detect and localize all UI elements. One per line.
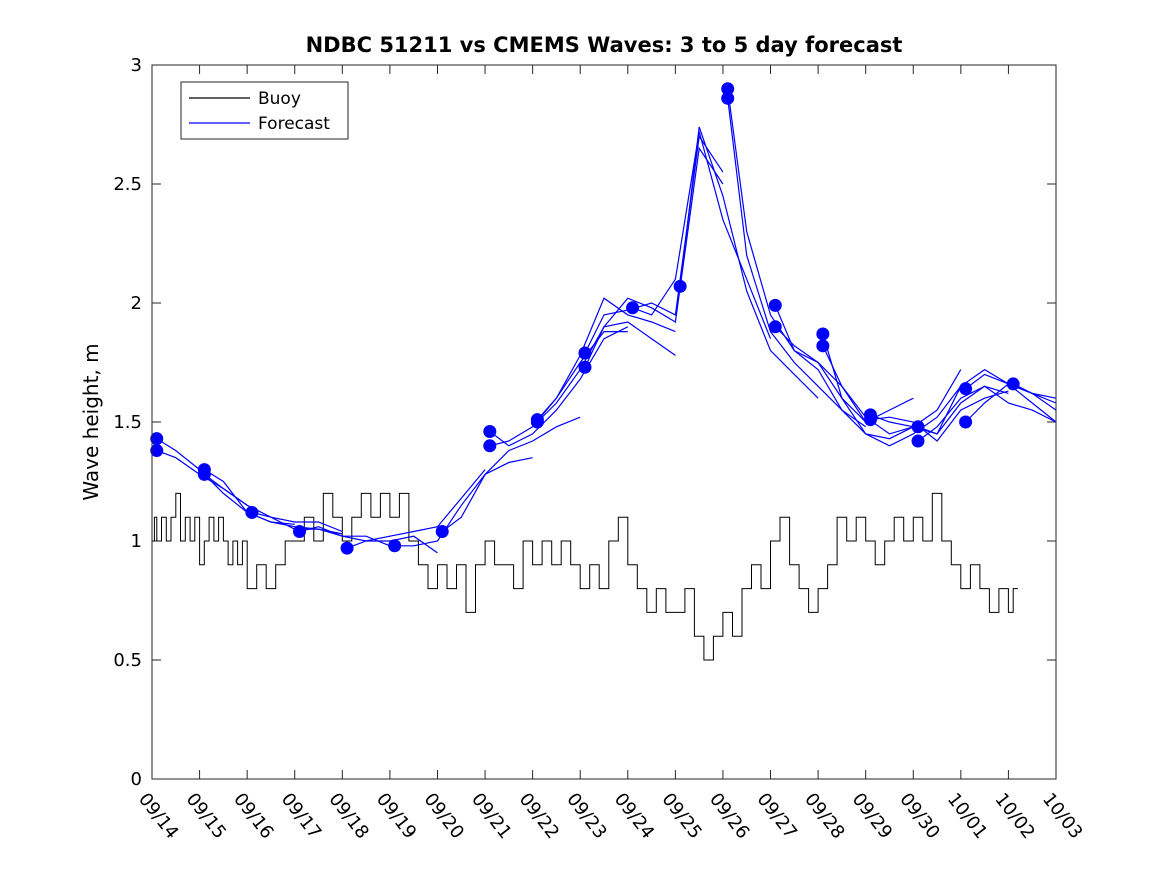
legend-label-forecast: Forecast [258, 114, 330, 134]
forecast-marker [863, 413, 877, 427]
y-tick-label: 0 [131, 769, 142, 790]
legend-label-buoy: Buoy [258, 89, 301, 109]
forecast-marker [578, 346, 592, 360]
plot-frame [151, 64, 1057, 780]
plot-area [152, 65, 1056, 779]
buoy-series [152, 492, 1018, 661]
forecast-line [774, 305, 914, 440]
forecast-marker [721, 91, 735, 105]
forecast-line [584, 134, 724, 354]
y-axis-label: Wave height, m [79, 343, 103, 500]
y-tick-label: 1 [131, 531, 142, 552]
y-tick-label: 2 [131, 293, 142, 314]
forecast-marker [245, 505, 259, 519]
forecast-line [489, 326, 629, 447]
forecast-marker [578, 360, 592, 374]
y-tick-label: 0.5 [113, 650, 142, 671]
legend-box [180, 81, 349, 140]
forecast-line [822, 345, 962, 435]
forecast-marker [388, 539, 402, 553]
forecast-series [156, 88, 1057, 554]
y-tick-label: 1.5 [113, 412, 142, 433]
forecast-line [251, 511, 391, 547]
y-tick-label: 2.5 [113, 174, 142, 195]
forecast-line [536, 297, 676, 420]
forecast-marker [150, 432, 164, 446]
forecast-marker [911, 434, 925, 448]
forecast-marker [911, 420, 925, 434]
forecast-marker [959, 415, 973, 429]
forecast-marker [768, 320, 782, 334]
forecast-line [679, 126, 819, 399]
forecast-marker [816, 327, 830, 341]
forecast-line [346, 469, 486, 549]
forecast-marker [626, 301, 640, 315]
forecast-marker [673, 279, 687, 293]
forecast-marker [483, 439, 497, 453]
forecast-markers [150, 82, 1020, 555]
forecast-marker [768, 298, 782, 312]
forecast-marker [816, 339, 830, 353]
buoy-line [152, 492, 1018, 661]
y-tick-label: 3 [131, 55, 142, 76]
forecast-line [870, 390, 1009, 442]
forecast-line [917, 385, 1057, 442]
forecast-line [1012, 383, 1057, 411]
chart-title: NDBC 51211 vs CMEMS Waves: 3 to 5 day fo… [306, 33, 903, 57]
forecast-marker [435, 524, 449, 538]
forecast-line [394, 457, 533, 547]
forecast-marker [340, 541, 354, 555]
forecast-marker [1006, 377, 1020, 391]
forecast-line [822, 333, 962, 447]
forecast-marker [197, 467, 211, 481]
forecast-marker [292, 524, 306, 538]
forecast-marker [530, 415, 544, 429]
forecast-line [584, 146, 724, 368]
forecast-line [441, 416, 581, 532]
forecast-marker [721, 82, 735, 96]
legend: Buoy Forecast [180, 81, 349, 140]
forecast-marker [483, 425, 497, 439]
forecast-marker [150, 444, 164, 458]
forecast-marker [959, 382, 973, 396]
